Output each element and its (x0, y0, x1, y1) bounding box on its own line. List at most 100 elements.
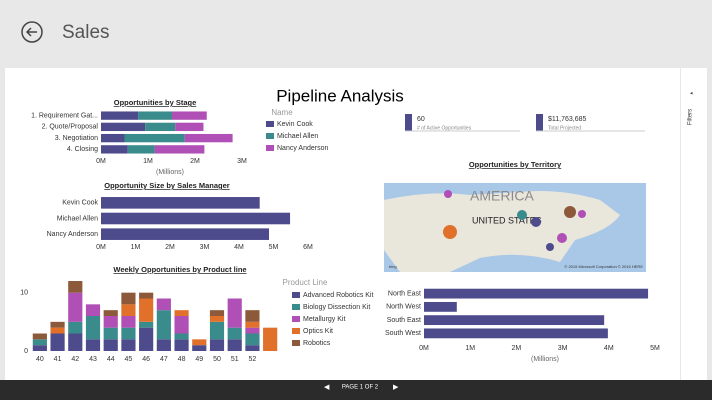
next-page[interactable]: ▶ (393, 384, 399, 391)
bar (424, 315, 605, 326)
bar (154, 145, 205, 154)
map-credit: © 2015 Microsoft Corporation © 2015 HERE (564, 264, 643, 269)
bar (68, 333, 83, 351)
y-tick-label: 4. Closing (67, 146, 98, 153)
x-tick-label: 0M (96, 244, 106, 251)
map-bubble[interactable] (546, 243, 554, 251)
x-tick-label: 44 (107, 356, 115, 363)
x-tick-label: 45 (125, 356, 133, 363)
legend-swatch (292, 316, 300, 322)
legend-label: Robotics (303, 340, 331, 347)
bar (145, 122, 176, 132)
card-value: 60 (417, 116, 425, 123)
back-button[interactable] (21, 21, 43, 43)
map-brand: bing (389, 264, 397, 269)
legend-label: Nancy Anderson (277, 145, 328, 152)
x-tick-label: 1M (143, 158, 153, 165)
legend-swatch (292, 292, 300, 298)
map-bubble[interactable] (578, 210, 586, 218)
x-tick-label: 3M (200, 244, 210, 251)
bar (103, 339, 118, 351)
bar (139, 298, 154, 322)
x-tick-label: 0M (419, 345, 429, 352)
bar (101, 122, 146, 132)
x-tick-label: 2M (190, 158, 200, 165)
x-tick-label: 51 (231, 356, 239, 363)
bar (174, 316, 189, 334)
bar (127, 145, 155, 154)
bar (68, 281, 83, 293)
bar (175, 122, 204, 132)
bar (85, 316, 101, 340)
legend-title: Name (271, 108, 293, 117)
legend-swatch (266, 121, 274, 127)
card-label: Total Projected (548, 125, 581, 131)
pager: PAGE 1 OF 2 (342, 385, 379, 391)
bar (68, 292, 83, 322)
bar (103, 310, 118, 316)
filter-collapse: ◂ (690, 90, 693, 96)
legend-swatch (266, 133, 274, 139)
bar (424, 288, 649, 299)
bar (174, 310, 189, 316)
map-label: AMERICA (470, 188, 534, 204)
bar (156, 310, 171, 340)
bar (139, 327, 154, 351)
bar (209, 321, 225, 340)
x-tick-label: 2M (512, 345, 522, 352)
bar (101, 111, 139, 120)
chart-title: Opportunities by Stage (114, 98, 197, 107)
bar (424, 301, 457, 312)
card-label: # of Active Opportunities (417, 125, 472, 131)
bar (156, 339, 171, 351)
filter-pane[interactable] (681, 68, 707, 380)
map-bubble[interactable] (517, 210, 527, 220)
x-tick-label: 3M (558, 345, 568, 352)
legend-label: Advanced Robotics Kit (303, 292, 373, 299)
map-bubble[interactable] (557, 233, 567, 243)
legend-swatch (292, 340, 300, 346)
bar (121, 327, 136, 340)
bar (139, 321, 154, 328)
card-value: $11,763,685 (548, 116, 587, 123)
x-tick-label: 46 (142, 356, 150, 363)
chart-title: Weekly Opportunities by Product line (113, 265, 246, 274)
legend-swatch (266, 145, 274, 151)
bar (101, 212, 291, 225)
bar (174, 333, 189, 340)
legend-swatch (292, 304, 300, 310)
map-label: UNITED STATES (472, 215, 542, 225)
x-tick-label: 41 (54, 356, 62, 363)
back-arrow (25, 27, 37, 37)
x-tick-label: 49 (195, 356, 203, 363)
bar (209, 339, 225, 351)
bar (32, 333, 47, 340)
bar (192, 339, 207, 346)
axis-label: (Millions) (156, 169, 184, 176)
bar (101, 228, 270, 240)
bar (245, 310, 260, 322)
x-tick-label: 1M (131, 244, 141, 251)
map-bubble[interactable] (531, 217, 541, 227)
y-tick-label: South East (387, 317, 421, 324)
bar (227, 327, 242, 340)
bar (50, 321, 65, 328)
y-tick-label: 3. Negotiation (55, 135, 98, 142)
bar (50, 333, 65, 351)
bar (32, 339, 47, 346)
y-tick-label: Nancy Anderson (47, 231, 98, 238)
x-tick-label: 47 (160, 356, 168, 363)
x-tick-label: 5M (269, 244, 279, 251)
map-bubble[interactable] (444, 190, 452, 198)
map-bubble[interactable] (443, 225, 457, 239)
x-tick-label: 50 (213, 356, 221, 363)
y-tick-label: 0 (24, 348, 28, 355)
bar (103, 327, 118, 340)
bar (245, 321, 260, 328)
bar (138, 111, 172, 120)
x-tick-label: 4M (604, 345, 614, 352)
bar (101, 197, 260, 209)
bar (156, 298, 171, 311)
map-bubble[interactable] (564, 206, 576, 218)
prev-page[interactable]: ◀ (324, 384, 330, 391)
